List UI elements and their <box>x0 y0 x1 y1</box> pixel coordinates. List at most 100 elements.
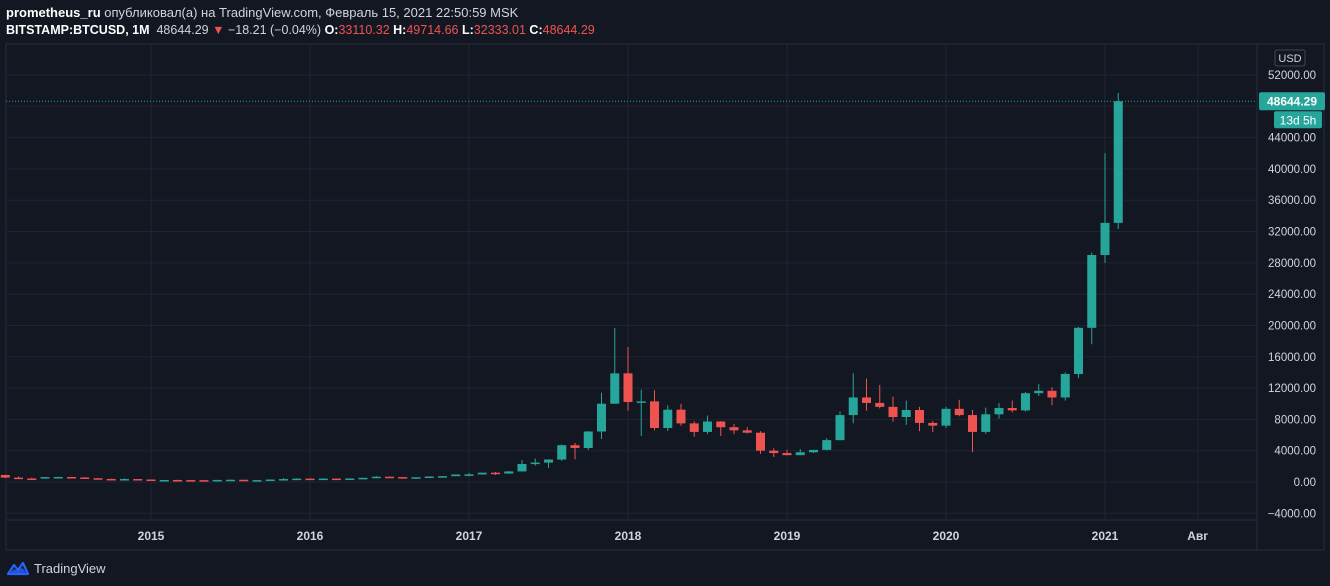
symbol-ohlc-line: BITSTAMP:BTCUSD, 1M 48644.29 ▼ −18.21 (−… <box>6 22 595 38</box>
candle <box>1087 252 1097 345</box>
footer-brand[interactable]: TradingView <box>6 558 106 578</box>
candle-body <box>716 421 726 428</box>
candle-body <box>702 421 713 432</box>
candle-body <box>345 478 355 480</box>
x-tick-label: 2017 <box>456 529 483 543</box>
candle-body <box>822 440 832 450</box>
candle-body <box>225 479 236 482</box>
candle <box>769 448 779 457</box>
candle <box>1047 387 1057 406</box>
candle <box>888 396 898 422</box>
candle <box>848 373 858 424</box>
close-label: C: <box>529 23 543 37</box>
candle-body <box>265 479 275 482</box>
candle <box>0 474 10 479</box>
candle <box>133 478 143 481</box>
candle-body <box>292 478 302 481</box>
candle <box>305 478 315 481</box>
candle <box>689 421 699 437</box>
candle <box>795 449 805 456</box>
y-tick-label: 52000.00 <box>1268 70 1316 82</box>
candle <box>994 402 1004 419</box>
x-tick-label: 2019 <box>774 529 801 543</box>
candle <box>66 476 77 479</box>
currency-label: USD <box>1278 53 1301 65</box>
candle <box>822 438 832 451</box>
candle-body <box>53 476 63 479</box>
candle <box>27 477 37 480</box>
candle-body <box>159 480 169 482</box>
candle <box>623 346 633 411</box>
price-axis[interactable]: 52000.00 44000.00 40000.00 36000.00 32000.00… <box>1268 70 1316 520</box>
y-tick-label: 0.00 <box>1294 477 1316 489</box>
candle-body <box>689 423 699 432</box>
candle-body <box>928 422 938 426</box>
chart-frame <box>5 43 1325 551</box>
candle <box>504 471 514 474</box>
candle-body <box>769 450 779 454</box>
candle <box>490 471 501 476</box>
candle <box>1007 400 1017 413</box>
candle-body <box>954 408 964 416</box>
candle <box>967 409 978 453</box>
candle-body <box>742 430 752 433</box>
candle <box>239 479 249 482</box>
candle <box>1100 153 1110 263</box>
candle <box>941 406 951 428</box>
candle <box>636 389 646 436</box>
down-arrow-icon: ▼ <box>212 23 225 37</box>
candle <box>437 476 448 478</box>
candle-body <box>782 453 792 456</box>
candle <box>318 478 328 481</box>
low-value: 32333.01 <box>473 23 526 37</box>
candle-body <box>1020 393 1031 411</box>
candle-body <box>636 401 646 403</box>
candle-body <box>596 403 607 432</box>
candle <box>702 415 713 435</box>
candle <box>716 421 726 436</box>
candle-body <box>186 480 196 482</box>
y-tick-label: 16000.00 <box>1268 352 1316 364</box>
candle-body <box>305 478 315 481</box>
candle-body <box>437 476 448 478</box>
candle-body <box>1034 390 1044 394</box>
candle <box>159 479 169 482</box>
candle <box>225 479 236 482</box>
candle-body <box>676 409 686 424</box>
candle-body <box>119 479 130 481</box>
symbol-name[interactable]: BITSTAMP:BTCUSD, 1M <box>6 23 150 37</box>
candle <box>914 406 925 432</box>
author-name[interactable]: prometheus_ru <box>6 5 101 20</box>
candle-body <box>358 477 368 480</box>
candle-body <box>371 476 381 479</box>
y-tick-label: 20000.00 <box>1268 320 1316 332</box>
candle <box>146 479 156 481</box>
currency-badge[interactable]: USD <box>1274 49 1306 67</box>
candle-body <box>570 445 580 449</box>
candle-body <box>66 476 77 479</box>
candle-body <box>252 480 262 482</box>
publication-info: опубликовал(а) на TradingView.com, Февра… <box>104 5 519 20</box>
candle-body <box>557 445 567 460</box>
candle <box>583 431 593 450</box>
candle <box>875 384 885 409</box>
y-tick-label: 32000.00 <box>1268 227 1316 239</box>
candle <box>398 477 408 479</box>
x-tick-label: 2021 <box>1092 529 1119 543</box>
candle <box>252 480 262 482</box>
high-label: H: <box>393 23 407 37</box>
candle <box>411 477 421 479</box>
candle-body <box>543 459 554 463</box>
open-value: 33110.32 <box>338 23 390 37</box>
candle-body <box>93 478 103 480</box>
candle <box>172 479 183 482</box>
candle <box>345 478 355 480</box>
candle-body <box>199 480 209 482</box>
time-axis[interactable]: 2015 2016 2017 2018 2019 2020 2021 Авг <box>138 529 1209 543</box>
candle-body <box>212 479 222 482</box>
candle-body <box>490 472 501 475</box>
candle <box>292 478 302 481</box>
publication-header: prometheus_ru опубликовал(а) на TradingV… <box>6 4 518 21</box>
candle-body <box>901 409 911 418</box>
